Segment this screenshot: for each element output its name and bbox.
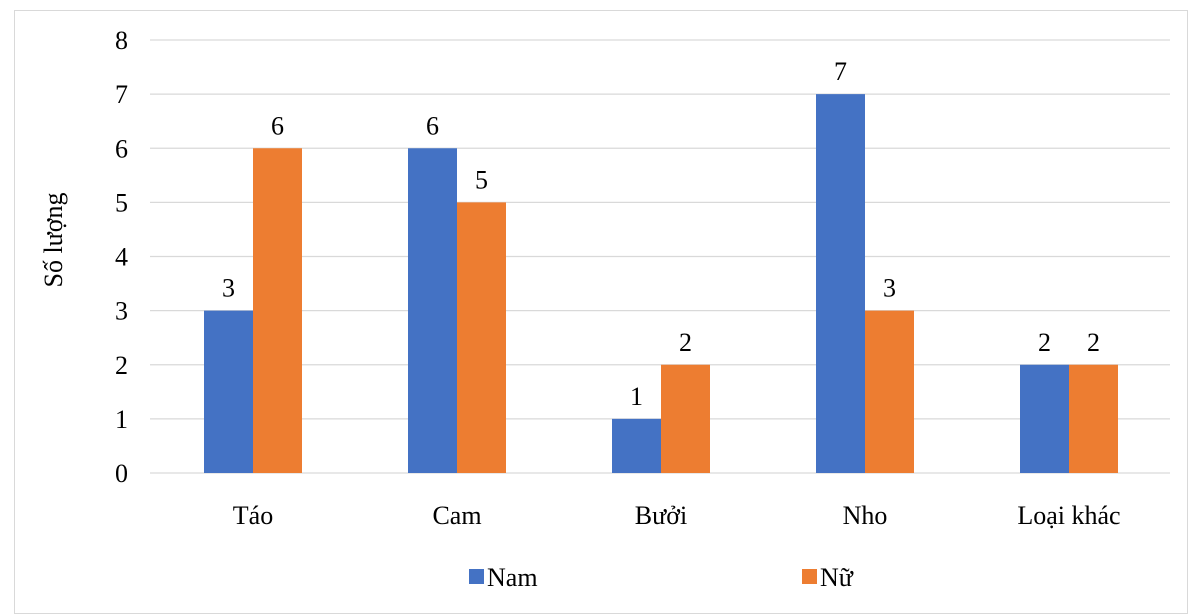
legend-label: Nam: [487, 563, 538, 592]
bars: [204, 94, 1118, 473]
data-label: 5: [475, 165, 488, 194]
data-label: 1: [630, 382, 643, 411]
data-label: 3: [883, 274, 896, 303]
x-axis-ticks: Táo Cam Bưởi Nho Loại khác: [233, 501, 1121, 530]
bar-nữ: [253, 148, 302, 473]
y-tick-label: 4: [115, 243, 128, 272]
x-tick-label: Cam: [432, 501, 481, 530]
gridlines: [150, 39, 1170, 474]
y-axis-ticks: 0 1 2 3 4 5 6 7 8: [115, 26, 128, 488]
bar-nữ: [661, 364, 710, 473]
data-label: 6: [271, 111, 284, 140]
y-tick-label: 6: [115, 134, 128, 163]
data-label: 3: [222, 274, 235, 303]
y-axis-label: Số lượng: [39, 192, 68, 287]
bar-nữ: [457, 202, 506, 473]
legend: Nam Nữ: [469, 563, 854, 592]
legend-swatch-nữ: [802, 569, 817, 584]
bar-nữ: [1069, 364, 1118, 473]
bar-nam: [204, 310, 253, 473]
x-tick-label: Bưởi: [635, 501, 687, 530]
bar-nam: [816, 94, 865, 473]
y-tick-label: 3: [115, 297, 128, 326]
legend-label: Nữ: [820, 563, 854, 592]
y-tick-label: 1: [115, 405, 128, 434]
data-label: 2: [679, 328, 692, 357]
data-label: 7: [834, 57, 847, 86]
x-tick-label: Loại khác: [1017, 501, 1120, 530]
data-label: 6: [426, 111, 439, 140]
y-tick-label: 7: [115, 80, 128, 109]
bar-nam: [408, 148, 457, 473]
bar-nữ: [865, 310, 914, 473]
legend-swatch-nam: [469, 569, 484, 584]
y-tick-label: 2: [115, 351, 128, 380]
data-label: 2: [1038, 328, 1051, 357]
bar-nam: [1020, 364, 1069, 473]
x-tick-label: Táo: [233, 501, 273, 530]
y-tick-label: 8: [115, 26, 128, 55]
data-labels: 3 6 6 5 1 2 7 3 2 2: [222, 57, 1100, 411]
y-tick-label: 5: [115, 188, 128, 217]
x-tick-label: Nho: [843, 501, 888, 530]
bar-nam: [612, 418, 661, 473]
y-tick-label: 0: [115, 459, 128, 488]
data-label: 2: [1087, 328, 1100, 357]
